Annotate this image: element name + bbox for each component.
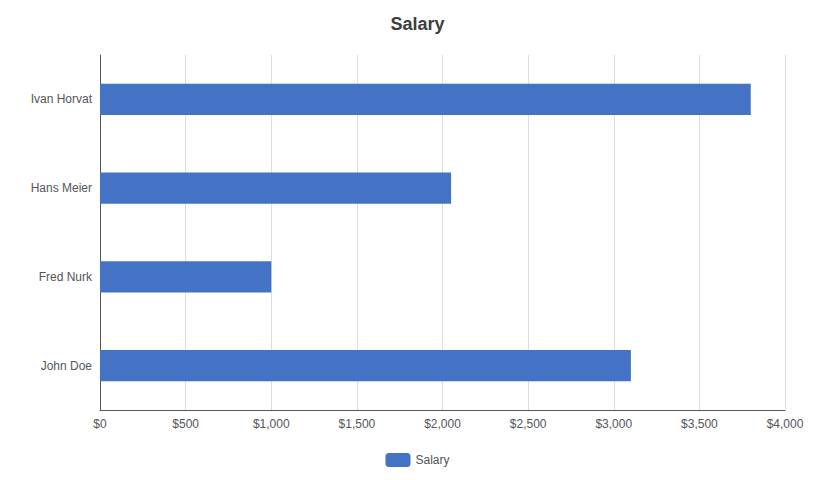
svg-text:Ivan Horvat: Ivan Horvat: [31, 92, 93, 106]
svg-text:$1,500: $1,500: [339, 417, 376, 431]
svg-text:John Doe: John Doe: [41, 359, 93, 373]
svg-text:$2,500: $2,500: [510, 417, 547, 431]
svg-text:$3,000: $3,000: [595, 417, 632, 431]
svg-text:$4,000: $4,000: [767, 417, 804, 431]
svg-text:$2,000: $2,000: [424, 417, 461, 431]
svg-text:Hans Meier: Hans Meier: [31, 181, 92, 195]
svg-text:$500: $500: [172, 417, 199, 431]
svg-text:Salary: Salary: [390, 14, 444, 34]
svg-text:$3,500: $3,500: [681, 417, 718, 431]
svg-text:$1,000: $1,000: [253, 417, 290, 431]
svg-text:Salary: Salary: [415, 453, 449, 467]
svg-text:$0: $0: [93, 417, 107, 431]
svg-text:Fred Nurk: Fred Nurk: [39, 270, 93, 284]
